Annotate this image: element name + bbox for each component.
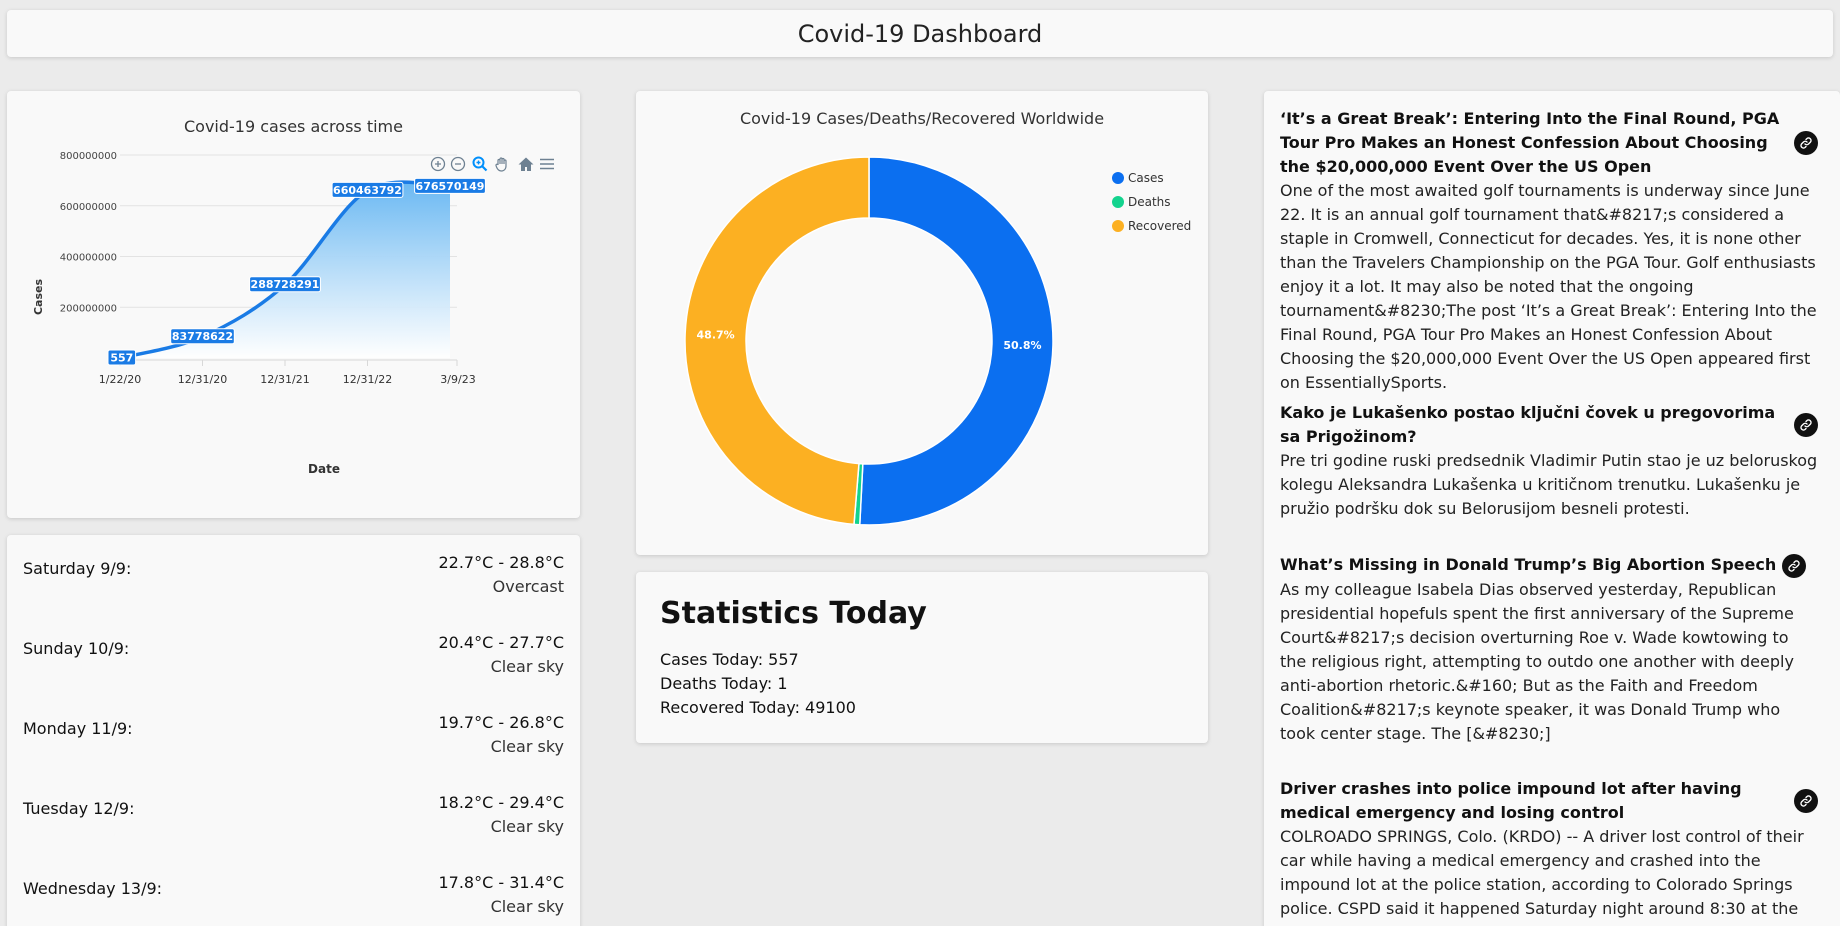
svg-text:676570149: 676570149	[416, 180, 485, 193]
donut-chart: 50.8% 48.7% Cases Deaths Recovered	[684, 156, 1191, 526]
legend-label: Recovered	[1128, 219, 1191, 233]
svg-text:660463792: 660463792	[333, 184, 402, 197]
news-summary: Pre tri godine ruski predsednik Vladimir…	[1280, 451, 1818, 518]
news-item: Driver crashes into police impound lot a…	[1280, 777, 1818, 926]
legend-marker	[1112, 220, 1124, 232]
y-tick-label: 600000000	[60, 202, 117, 213]
weather-row: Wednesday 13/9: 17.8°C - 31.4°C Clear sk…	[23, 855, 564, 916]
area-fill	[120, 182, 450, 358]
news-item: What’s Missing in Donald Trump’s Big Abo…	[1280, 553, 1818, 746]
x-tick-label: 12/31/22	[343, 373, 392, 386]
statistics-today-card: Statistics Today Cases Today: 557 Deaths…	[636, 572, 1208, 743]
link-icon[interactable]	[1794, 131, 1818, 155]
cases-today: Cases Today: 557	[660, 650, 799, 669]
data-label: 660463792	[331, 181, 404, 198]
news-summary: COLROADO SPRINGS, Colo. (KRDO) -- A driv…	[1280, 827, 1804, 926]
y-tick-label: 800000000	[60, 151, 117, 162]
weather-forecast-card: Saturday 9/9: 22.7°C - 28.8°C Overcast S…	[7, 535, 580, 926]
line-chart-title: Covid-19 cases across time	[184, 117, 403, 136]
legend-label: Cases	[1128, 171, 1164, 185]
legend-item-deaths[interactable]: Deaths	[1112, 195, 1171, 209]
cases-over-time-card: Covid-19 cases across time	[7, 91, 580, 518]
data-label: 288728291	[249, 276, 321, 293]
weather-row: Tuesday 12/9: 18.2°C - 29.4°C Clear sky	[23, 775, 564, 836]
donut-slice-cases[interactable]	[858, 156, 1054, 526]
y-tick-label: 400000000	[60, 253, 117, 264]
y-tick-label: 200000000	[60, 303, 117, 314]
svg-text:83778622: 83778622	[172, 330, 233, 343]
svg-text:288728291: 288728291	[251, 278, 320, 291]
weather-desc: Clear sky	[490, 737, 564, 756]
news-item: ‘It’s a Great Break’: Entering Into the …	[1280, 107, 1818, 395]
legend-item-cases[interactable]: Cases	[1112, 171, 1164, 185]
chart-toolbar	[422, 156, 557, 174]
menu-icon[interactable]	[538, 156, 556, 172]
news-feed-card: ‘It’s a Great Break’: Entering Into the …	[1264, 91, 1840, 926]
y-axis-label: Cases	[32, 279, 45, 316]
legend-item-recovered[interactable]: Recovered	[1112, 219, 1191, 233]
x-tick-label: 1/22/20	[99, 373, 141, 386]
weather-desc: Clear sky	[490, 817, 564, 836]
legend-label: Deaths	[1128, 195, 1171, 209]
weather-row: Sunday 10/9: 20.4°C - 27.7°C Clear sky	[23, 615, 564, 676]
data-label: 557	[107, 349, 137, 366]
svg-text:557: 557	[110, 351, 133, 364]
page-title: Covid-19 Dashboard	[797, 19, 1043, 48]
zoom-out-icon[interactable]	[450, 156, 466, 172]
news-item: Kako je Lukašenko postao ključni čovek u…	[1280, 401, 1818, 521]
weather-row: Monday 11/9: 19.7°C - 26.8°C Clear sky	[23, 695, 564, 756]
link-icon[interactable]	[1782, 553, 1807, 578]
slice-percent-label: 50.8%	[1003, 339, 1041, 352]
x-tick-label: 12/31/20	[178, 373, 227, 386]
stats-title: Statistics Today	[660, 596, 927, 631]
selection-zoom-icon[interactable]	[472, 156, 488, 172]
donut-slice-recovered[interactable]	[684, 156, 870, 526]
news-summary: One of the most awaited golf tournaments…	[1280, 181, 1817, 392]
news-headline[interactable]: ‘It’s a Great Break’: Entering Into the …	[1280, 109, 1780, 176]
news-headline[interactable]: Kako je Lukašenko postao ključni čovek u…	[1280, 403, 1776, 446]
dashboard-header: Covid-19 Dashboard	[7, 10, 1833, 57]
worldwide-donut-card: Covid-19 Cases/Deaths/Recovered Worldwid…	[636, 91, 1208, 555]
x-axis-label: Date	[308, 462, 340, 476]
line-chart: 200000000 400000000 600000000 800000000 1/2…	[32, 151, 486, 476]
x-tick-label: 12/31/21	[260, 373, 309, 386]
news-headline[interactable]: What’s Missing in Donald Trump’s Big Abo…	[1280, 555, 1777, 574]
donut-chart-title: Covid-19 Cases/Deaths/Recovered Worldwid…	[739, 109, 1105, 128]
recovered-today: Recovered Today: 49100	[660, 698, 856, 717]
link-icon[interactable]	[1794, 413, 1818, 437]
weather-desc: Overcast	[492, 577, 564, 596]
link-icon[interactable]	[1794, 789, 1818, 813]
weather-temp: 17.8°C - 31.4°C	[438, 873, 564, 892]
weather-row: Saturday 9/9: 22.7°C - 28.8°C Overcast	[23, 535, 564, 596]
slice-percent-label: 48.7%	[697, 329, 735, 342]
news-summary: As my colleague Isabela Dias observed ye…	[1280, 579, 1794, 743]
x-tick-label: 3/9/23	[440, 373, 475, 386]
weather-day: Monday 11/9:	[23, 719, 133, 738]
news-headline[interactable]: Driver crashes into police impound lot a…	[1280, 779, 1742, 822]
weather-day: Tuesday 12/9:	[23, 799, 135, 818]
weather-desc: Clear sky	[490, 897, 564, 916]
weather-desc: Clear sky	[490, 657, 564, 676]
legend-marker	[1112, 196, 1124, 208]
home-reset-icon[interactable]	[517, 156, 535, 172]
weather-temp: 18.2°C - 29.4°C	[438, 793, 564, 812]
deaths-today: Deaths Today: 1	[660, 674, 788, 693]
pan-hand-icon[interactable]	[494, 156, 510, 172]
data-label: 676570149	[414, 177, 486, 194]
weather-temp: 22.7°C - 28.8°C	[438, 553, 564, 572]
legend-marker	[1112, 172, 1124, 184]
data-label: 83778622	[170, 328, 235, 345]
zoom-in-icon[interactable]	[430, 156, 446, 172]
weather-day: Wednesday 13/9:	[23, 879, 163, 898]
weather-day: Sunday 10/9:	[23, 639, 130, 658]
weather-temp: 19.7°C - 26.8°C	[438, 713, 564, 732]
weather-day: Saturday 9/9:	[23, 559, 132, 578]
weather-temp: 20.4°C - 27.7°C	[438, 633, 564, 652]
